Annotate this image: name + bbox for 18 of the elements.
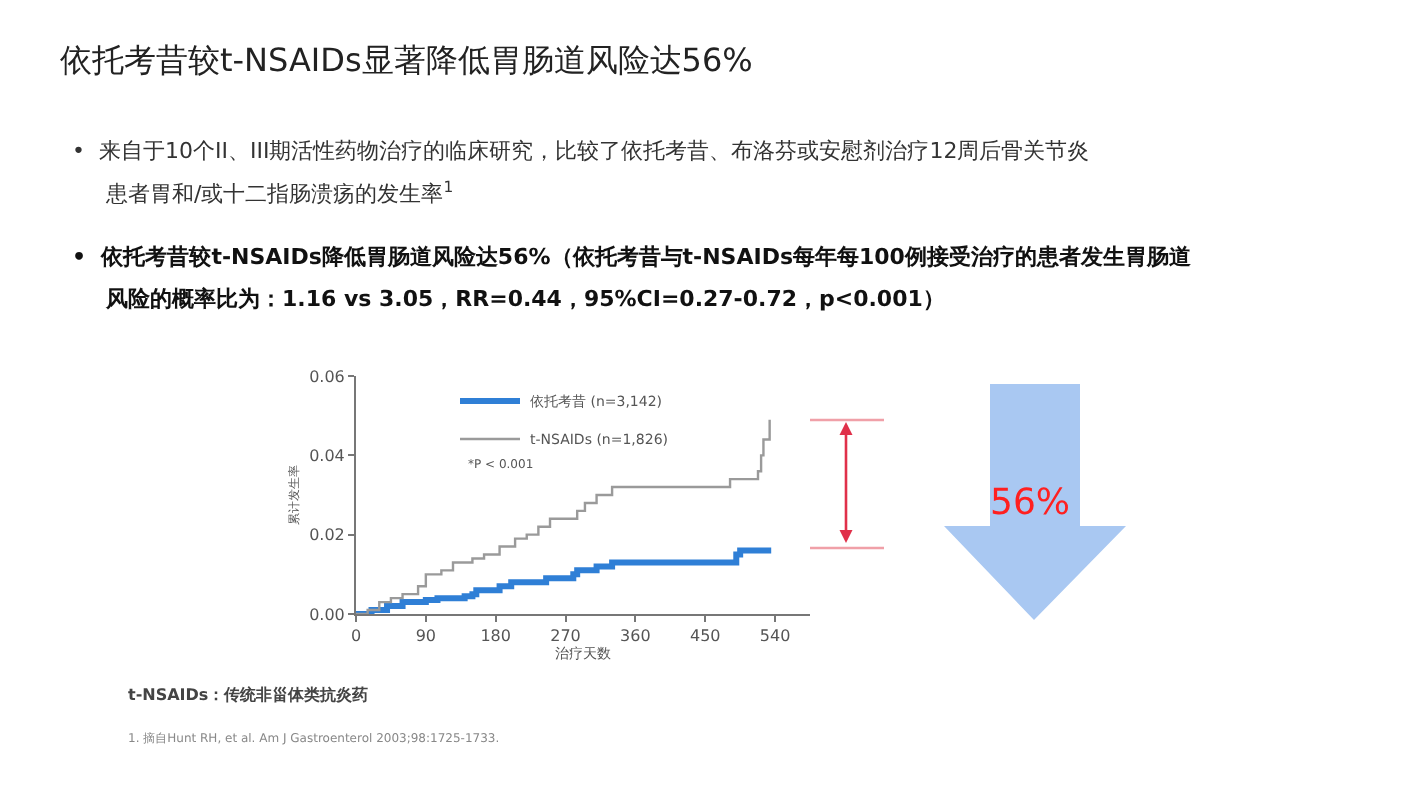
text: 风险的概率比为：1.16 vs 3.05，RR=0.44，95%CI=0.27-0.72，p<0.001） [104,286,945,312]
y-tick-label: 0.06 [309,367,345,386]
x-tick-label: 360 [620,627,651,646]
x-tick-label: 180 [480,627,511,646]
x-tick-label: 270 [550,627,581,646]
x-tick-label: 0 [350,627,362,646]
y-tick-label: 0.04 [309,446,345,465]
text: • 依托考昔较t-NSAIDs降低胃肠道风险达56%（依托考昔与t-NSAIDs每年每100例接受治疗的患者发生胃肠道 [72,244,1193,270]
text: 患者胃和/或十二指肠溃疡的发生率$^{1}$ [104,178,454,208]
y-tick-label: 0.00 [309,605,345,624]
text: t-NSAIDs：传统非甾体类抗炎药 [128,686,369,704]
x-tick-label: 90 [415,627,437,646]
y-tick-label: 0.02 [309,526,345,545]
chart-title: 依托考昔较t-NSAIDs显著降低胃肠道风险达56% [60,41,753,80]
x-tick-label: 540 [759,627,791,646]
text: • 来自于10个II、III期活性药物治疗的临床研究，比较了依托考昔、布洛芬或安慰剂治疗12周后骨关节炎 [72,138,1090,164]
x-tick-label: 450 [689,627,721,646]
text: 56% [990,482,1071,524]
